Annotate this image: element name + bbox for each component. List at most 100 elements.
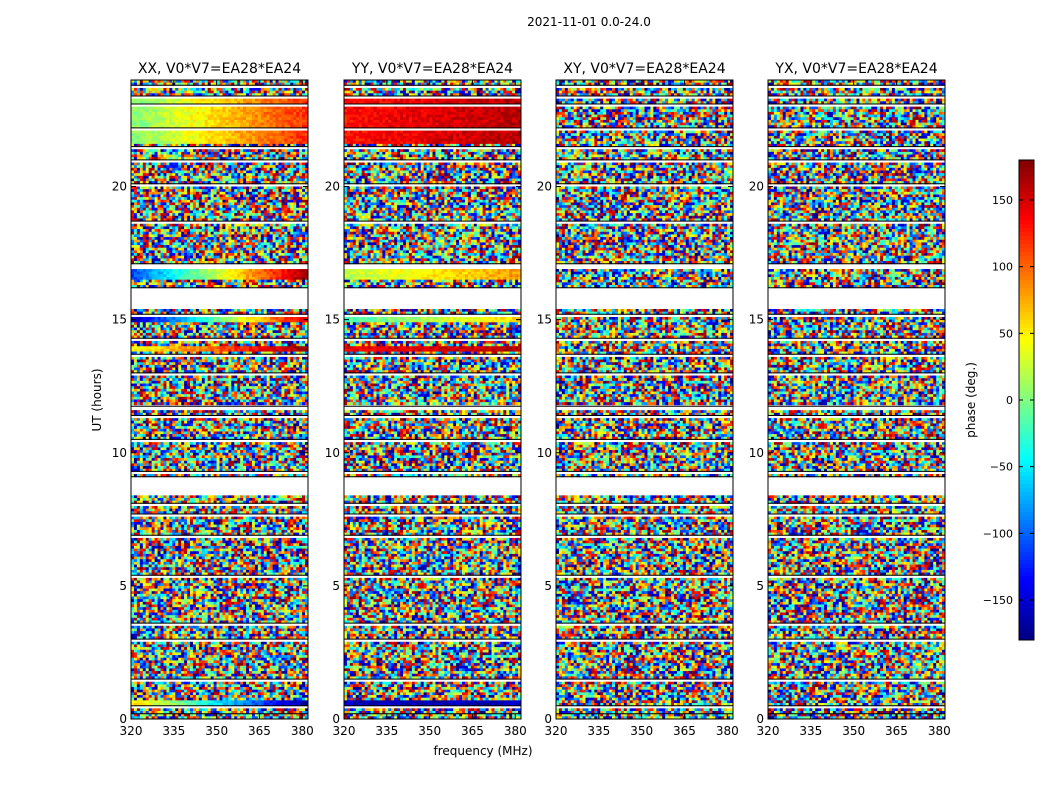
colorbar-segment xyxy=(1019,624,1034,629)
y-tick-label: 20 xyxy=(749,180,764,194)
panel-title: XX, V0*V7=EA28*EA24 xyxy=(138,61,301,77)
x-tick-label: 380 xyxy=(291,724,314,738)
y-tick-label: 20 xyxy=(537,180,552,194)
colorbar-segment xyxy=(1019,532,1034,537)
x-tick-label: 365 xyxy=(673,724,696,738)
y-tick-label: 15 xyxy=(537,313,552,327)
y-tick-label: 10 xyxy=(325,446,340,460)
y-tick-label: 0 xyxy=(332,712,340,726)
colorbar-tick-label: 100 xyxy=(992,261,1013,274)
y-tick-label: 15 xyxy=(325,313,340,327)
panel-title: YY, V0*V7=EA28*EA24 xyxy=(351,61,513,77)
colorbar-segment xyxy=(1019,512,1034,517)
colorbar-segment xyxy=(1019,348,1034,353)
colorbar-segment xyxy=(1019,472,1034,477)
colorbar-segment xyxy=(1019,452,1034,457)
colorbar-segment xyxy=(1019,444,1034,449)
colorbar-segment xyxy=(1019,228,1034,233)
x-tick-label: 350 xyxy=(418,724,441,738)
colorbar-segment xyxy=(1019,184,1034,189)
colorbar-segment xyxy=(1019,504,1034,509)
colorbar-segment xyxy=(1019,164,1034,169)
colorbar-segment xyxy=(1019,304,1034,309)
colorbar-segment xyxy=(1019,212,1034,217)
colorbar-segment xyxy=(1019,524,1034,529)
y-tick-label: 5 xyxy=(332,579,340,593)
y-tick-label: 10 xyxy=(112,446,127,460)
colorbar-segment xyxy=(1019,352,1034,357)
colorbar-segment xyxy=(1019,232,1034,237)
colorbar-segment xyxy=(1019,580,1034,585)
x-tick-label: 320 xyxy=(333,724,356,738)
colorbar-segment xyxy=(1019,616,1034,621)
x-tick-label: 380 xyxy=(504,724,527,738)
colorbar-segment xyxy=(1019,588,1034,593)
colorbar-segment xyxy=(1019,216,1034,221)
colorbar-segment xyxy=(1019,260,1034,265)
colorbar-segment xyxy=(1019,428,1034,433)
colorbar-segment xyxy=(1019,420,1034,425)
colorbar-segment xyxy=(1019,160,1034,165)
colorbar-segment xyxy=(1019,312,1034,317)
colorbar-segment xyxy=(1019,356,1034,361)
colorbar-segment xyxy=(1019,612,1034,617)
colorbar-segment xyxy=(1019,176,1034,181)
colorbar-segment xyxy=(1019,240,1034,245)
y-tick-label: 15 xyxy=(112,313,127,327)
colorbar-segment xyxy=(1019,368,1034,373)
colorbar-segment xyxy=(1019,568,1034,573)
colorbar-segment xyxy=(1019,300,1034,305)
colorbar-segment xyxy=(1019,460,1034,465)
colorbar-segment xyxy=(1019,276,1034,281)
colorbar-segment xyxy=(1019,572,1034,577)
y-axis-label: UT (hours) xyxy=(90,368,104,431)
colorbar-segment xyxy=(1019,208,1034,213)
colorbar-segment xyxy=(1019,344,1034,349)
colorbar-segment xyxy=(1019,608,1034,613)
colorbar-segment xyxy=(1019,484,1034,489)
colorbar-segment xyxy=(1019,268,1034,273)
panel-title: XY, V0*V7=EA28*EA24 xyxy=(563,61,725,77)
colorbar-segment xyxy=(1019,584,1034,589)
x-tick-label: 350 xyxy=(842,724,865,738)
colorbar-segment xyxy=(1019,284,1034,289)
colorbar-segment xyxy=(1019,204,1034,209)
y-tick-label: 0 xyxy=(756,712,764,726)
x-tick-label: 350 xyxy=(630,724,653,738)
colorbar-segment xyxy=(1019,408,1034,413)
colorbar-segment xyxy=(1019,392,1034,397)
y-tick-label: 0 xyxy=(544,712,552,726)
x-tick-label: 320 xyxy=(120,724,143,738)
colorbar-segment xyxy=(1019,244,1034,249)
colorbar-segment xyxy=(1019,500,1034,505)
y-tick-label: 5 xyxy=(756,579,764,593)
colorbar-segment xyxy=(1019,168,1034,173)
y-tick-label: 5 xyxy=(544,579,552,593)
x-tick-label: 350 xyxy=(205,724,228,738)
colorbar-segment xyxy=(1019,492,1034,497)
colorbar-segment xyxy=(1019,440,1034,445)
colorbar-segment xyxy=(1019,336,1034,341)
x-tick-label: 320 xyxy=(757,724,780,738)
colorbar-segment xyxy=(1019,556,1034,561)
x-axis-label: frequency (MHz) xyxy=(433,744,532,758)
colorbar-segment xyxy=(1019,424,1034,429)
y-tick-label: 15 xyxy=(749,313,764,327)
colorbar-segment xyxy=(1019,548,1034,553)
x-tick-label: 365 xyxy=(461,724,484,738)
colorbar-segment xyxy=(1019,528,1034,533)
colorbar-segment xyxy=(1019,224,1034,229)
colorbar-tick-label: 50 xyxy=(999,327,1013,340)
colorbar-tick-label: 0 xyxy=(1006,394,1013,407)
colorbar-segment xyxy=(1019,468,1034,473)
colorbar-segment xyxy=(1019,364,1034,369)
colorbar-segment xyxy=(1019,200,1034,205)
colorbar-segment xyxy=(1019,316,1034,321)
colorbar-segment xyxy=(1019,308,1034,313)
colorbar-segment xyxy=(1019,236,1034,241)
colorbar-segment xyxy=(1019,620,1034,625)
colorbar-segment xyxy=(1019,432,1034,437)
x-tick-label: 380 xyxy=(716,724,739,738)
